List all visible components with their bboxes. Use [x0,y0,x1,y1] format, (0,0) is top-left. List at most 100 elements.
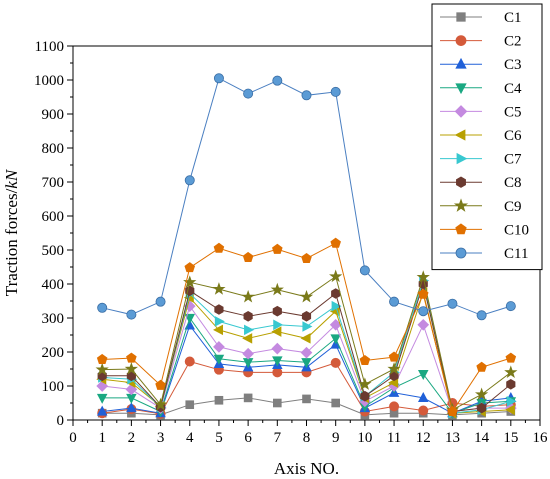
data-point [244,324,255,336]
data-point [213,242,225,253]
x-tick-label: 13 [445,430,460,446]
legend-label: C10 [504,222,529,238]
legend-label: C8 [504,175,522,191]
data-point [271,342,284,355]
series-c10 [96,237,517,416]
data-point [272,305,282,317]
data-point [272,243,283,254]
legend-label: C6 [504,128,522,144]
legend-marker [455,57,467,69]
data-point [126,352,137,363]
y-axis-title: Traction forces/kN [2,168,21,296]
data-point [331,288,341,299]
legend-marker [455,247,467,259]
data-point [96,393,108,404]
legend-label: C2 [504,34,522,50]
data-point [212,282,226,295]
data-point [242,251,254,262]
x-tick-label: 9 [332,430,340,446]
data-point [184,262,196,273]
data-point [447,298,458,309]
y-tick-label: 600 [42,209,65,225]
data-point [417,288,429,299]
series-c4 [96,313,517,420]
data-point [476,310,487,321]
data-point [300,333,311,344]
data-point [331,398,340,408]
data-point [213,324,224,336]
data-point [302,394,311,404]
data-point [214,395,224,405]
data-point [126,393,137,404]
data-point [504,365,518,379]
data-point [330,86,341,97]
y-tick-label: 100 [42,379,65,395]
y-axis-title-unit: kN [2,168,21,189]
data-point [360,390,370,402]
data-point [213,354,225,365]
data-point [505,352,517,363]
data-point [185,400,195,410]
x-tick-label: 12 [416,430,431,446]
legend-item: C10 [440,222,529,238]
data-point [299,289,314,303]
data-point [214,316,225,327]
legend-marker [456,152,468,165]
y-tick-label: 900 [42,107,65,123]
legend-item: C2 [440,34,522,50]
x-tick-label: 14 [474,430,490,446]
data-point [387,362,401,375]
x-tick-label: 15 [503,430,518,446]
data-point [418,306,429,317]
data-point [96,353,108,364]
y-tick-label: 300 [42,311,65,327]
data-point [272,75,283,86]
data-point [474,387,489,401]
data-point [301,358,312,369]
data-point [155,379,166,390]
data-point [330,357,341,368]
data-point [153,397,168,411]
data-point [300,346,313,359]
legend-marker [454,105,468,118]
data-point [184,313,196,324]
data-point [273,398,282,408]
legend-label: C11 [504,246,528,262]
data-point [243,88,254,99]
data-point [126,402,137,413]
series-layer [95,73,518,420]
legend-item: C1 [440,10,522,26]
data-point [329,269,343,283]
data-point [97,302,108,313]
y-tick-label: 700 [42,175,65,191]
data-point [272,367,283,378]
data-point [124,362,139,375]
data-point [184,175,195,186]
data-point [506,379,516,390]
legend-item: C7 [440,152,522,168]
data-point [214,304,224,315]
data-point [476,361,487,372]
legend-marker [456,176,466,188]
data-point [242,333,253,344]
x-tick-label: 4 [186,430,194,446]
legend-box [431,3,543,271]
data-point [389,370,399,382]
legend-item: C5 [440,104,522,120]
data-point [183,275,197,288]
data-point [273,319,284,331]
legend-marker [456,12,466,22]
legend-item: C4 [440,81,522,97]
x-tick-labels: 0 1 2 3 4 5 6 7 8 9 10 11 12 13 14 15 16 [69,430,548,446]
y-tick-label: 1000 [34,73,64,89]
data-point [301,252,312,263]
data-point [388,351,400,362]
y-tick-label: 500 [42,243,65,259]
data-point [389,296,400,307]
x-tick-label: 7 [274,430,282,446]
legend-label: C3 [504,57,522,73]
data-point [271,326,282,337]
legend: C1 C2 C3 C4 C5 C6 C7 C8 C9 C10 C11 [431,3,543,271]
data-point [96,405,108,416]
